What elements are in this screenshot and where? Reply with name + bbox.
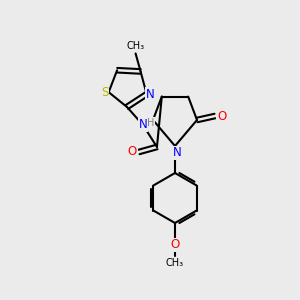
Text: O: O: [170, 238, 180, 251]
Text: CH₃: CH₃: [127, 41, 145, 52]
Text: CH₃: CH₃: [166, 258, 184, 268]
Text: O: O: [218, 110, 226, 122]
Text: N: N: [139, 118, 147, 131]
Text: S: S: [101, 86, 108, 99]
Text: O: O: [127, 146, 136, 158]
Text: N: N: [146, 88, 155, 101]
Text: N: N: [172, 146, 182, 160]
Text: H: H: [147, 118, 155, 128]
